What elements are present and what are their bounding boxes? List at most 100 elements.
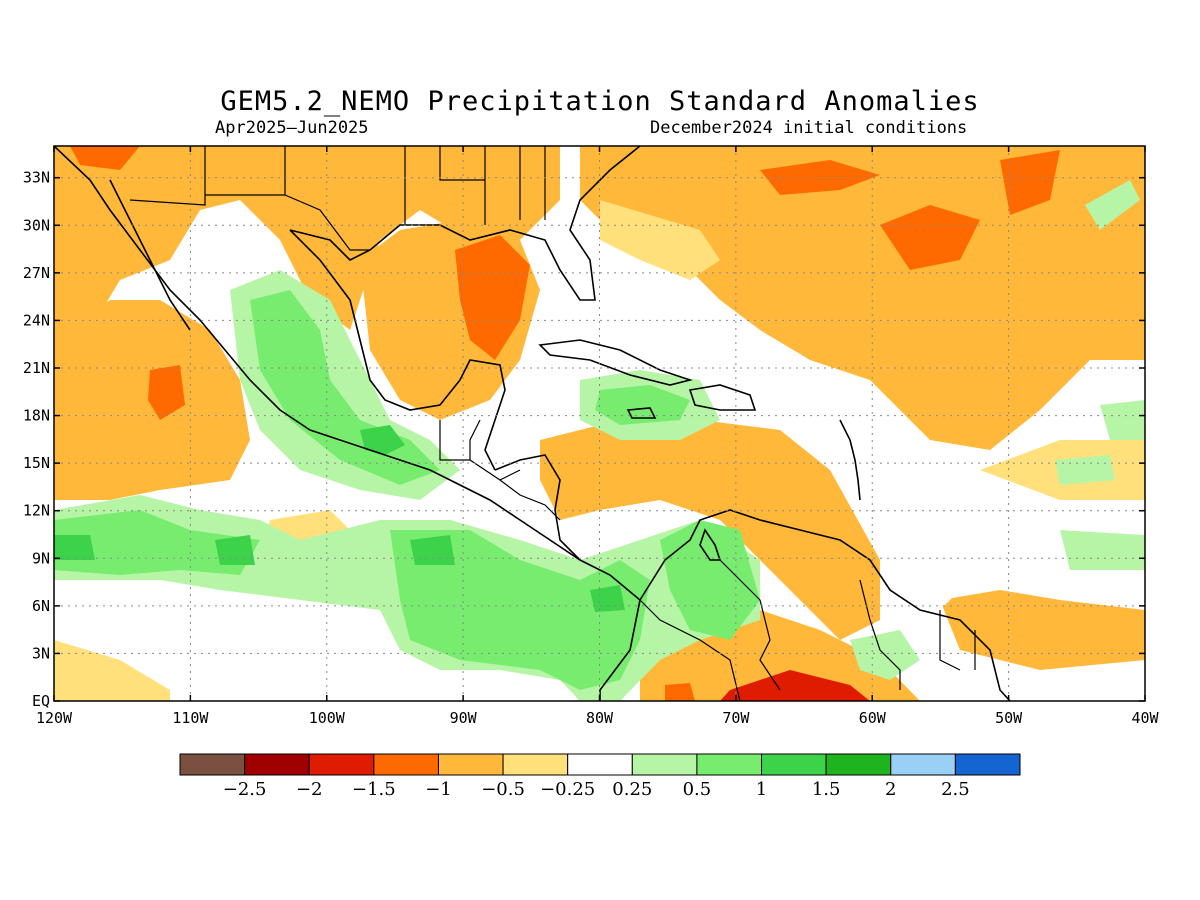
colorbar-swatch: [373, 753, 439, 776]
wet-core-1: [215, 535, 255, 565]
dry-core-venezuela-2: [665, 683, 695, 701]
map-panel: 33N 30N 27N 24N 21N 18N 15N 12N 9N 6N 3N EQ 120W 110…: [23, 145, 1160, 727]
anomaly-shading: [54, 146, 1145, 701]
coastline-mexico-gulf-west: [289, 229, 506, 471]
colorbar-label: 0.5: [683, 779, 712, 800]
lon-tick-label: 110W: [172, 709, 209, 727]
lon-tick-label: 50W: [995, 709, 1023, 727]
wet-region-caribbean-north-core: [595, 385, 690, 425]
dry-core-venezuela: [720, 670, 870, 701]
forecast-period: Apr2025–Jun2025: [215, 118, 369, 138]
border-central-america: [469, 459, 561, 521]
colorbar-label: −0.25: [540, 779, 595, 800]
coastline-maracaibo: [699, 528, 722, 561]
wet-region-atlantic-east-3: [1100, 400, 1145, 440]
lon-tick-label: 90W: [450, 709, 478, 727]
lat-tick-label: 6N: [32, 597, 50, 615]
coastline-hispaniola: [688, 384, 757, 411]
colorbar-label: 2: [885, 779, 896, 800]
dry-core-atlantic-3: [1000, 150, 1060, 215]
coastline-central-america-caribbean: [494, 454, 581, 561]
wet-core-3: [590, 585, 625, 612]
map-title: GEM5.2_NEMO Precipitation Standard Anoma…: [220, 86, 980, 117]
wet-region-colombia-north: [660, 520, 760, 640]
coastline-lesser-antilles: [839, 419, 861, 501]
lon-tick-label: 120W: [36, 709, 73, 727]
lat-tick-label: 15N: [23, 454, 50, 472]
wet-core-4: [54, 535, 95, 560]
lat-tick-label: 18N: [23, 407, 50, 425]
coastline-gulf-of-mexico: [289, 146, 641, 301]
colorbar-swatch: [825, 753, 892, 776]
colorbar-swatch: [437, 753, 504, 776]
colorbar-label: −1: [425, 779, 452, 800]
lat-tick-label: 33N: [23, 169, 50, 187]
lat-tick-label: 12N: [23, 502, 50, 520]
coastline-south-america-north: [639, 509, 1011, 701]
dry-region-mexico-north: [54, 146, 560, 360]
lon-tick-label: 60W: [859, 709, 887, 727]
colorbar-swatch: [502, 753, 569, 776]
colorbar-label: −2: [296, 779, 323, 800]
colorbar-swatch: [631, 753, 698, 776]
colorbar-label: −0.5: [481, 779, 525, 800]
colorbar-swatch: [954, 753, 1021, 776]
border-guianas: [939, 610, 976, 671]
dry-core-atlantic: [880, 205, 980, 270]
lat-tick-label: 3N: [32, 644, 50, 662]
colorbar-swatch: [696, 753, 763, 776]
weak-dry-fringe-2: [600, 200, 720, 280]
lat-tick-label: EQ: [32, 692, 50, 710]
coastline-jamaica: [626, 407, 657, 419]
lon-tick-label: 100W: [309, 709, 346, 727]
dry-region-caribbean: [540, 420, 880, 640]
wet-core-gulf-tehuantepec: [360, 425, 405, 455]
colorbar-swatch: [761, 753, 827, 776]
colorbar-swatch: [179, 753, 246, 776]
dry-region-atlantic-east: [940, 590, 1145, 670]
lon-tick-label: 70W: [722, 709, 750, 727]
wet-region-atlantic-east: [1060, 530, 1145, 570]
grid-lines: [54, 146, 1145, 701]
coastlines: [54, 146, 1011, 701]
colorbar-swatch: [890, 753, 956, 776]
dry-core-pacific: [148, 365, 185, 420]
lon-tick-label: 40W: [1131, 709, 1159, 727]
initial-conditions: December2024 initial conditions: [650, 118, 968, 138]
colorbar-label: 0.25: [612, 779, 652, 800]
colorbar-label: 1: [756, 779, 767, 800]
border-us-mexico: [129, 146, 370, 251]
wet-region-atlantic-east-2: [1055, 455, 1115, 485]
lat-tick-label: 30N: [23, 216, 50, 234]
lat-tick-label: 27N: [23, 264, 50, 282]
colorbar-swatch: [567, 753, 633, 776]
wet-region-south-atlantic: [880, 545, 960, 620]
coastline-cuba: [538, 339, 693, 386]
dry-core-gulf: [455, 235, 530, 360]
dry-core-atlantic-2: [760, 160, 880, 195]
colorbar-swatch: [308, 753, 375, 776]
coastline-mexico-pacific: [54, 146, 641, 701]
weak-dry-fringe-1: [54, 640, 170, 701]
dry-core-mexico-north: [70, 146, 140, 170]
longitude-axis: 120W 110W 100W 90W 80W 70W 60W 50W 40W: [36, 146, 1160, 727]
colorbar-label: −2.5: [223, 779, 267, 800]
lat-tick-label: 21N: [23, 359, 50, 377]
colorbar-label: −1.5: [352, 779, 396, 800]
lon-tick-label: 80W: [586, 709, 614, 727]
colorbar: −2.5 −2 −1.5 −1 −0.5 −0.25 0.25 0.5 1 1.5 2 2.5: [179, 753, 1021, 800]
border-colombia-venezuela: [719, 559, 781, 691]
political-boundaries: [129, 146, 976, 701]
wet-region-atlantic-north: [1085, 180, 1140, 230]
border-venezuela-guyana: [859, 579, 901, 690]
colorbar-swatch: [244, 753, 310, 776]
colorbar-label: 2.5: [941, 779, 970, 800]
wet-region-panama-colombia: [390, 530, 650, 690]
border-us-states: [404, 146, 546, 225]
border-panama-colombia: [639, 599, 741, 701]
dry-region-atlantic-north: [580, 146, 1145, 450]
coastline-baja: [109, 179, 191, 331]
wet-core-2: [410, 535, 455, 565]
latitude-axis: 33N 30N 27N 24N 21N 18N 15N 12N 9N 6N 3N EQ: [23, 169, 1145, 710]
